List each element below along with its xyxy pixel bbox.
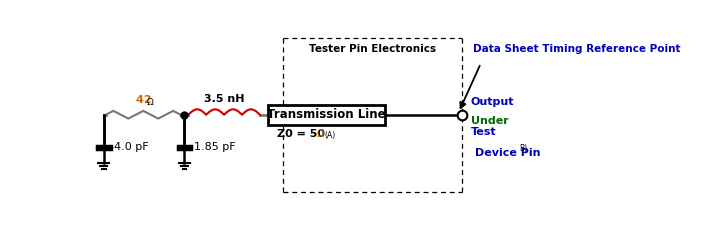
Text: Test: Test bbox=[471, 127, 497, 137]
Text: Ω: Ω bbox=[317, 129, 324, 139]
Text: 42: 42 bbox=[136, 95, 155, 106]
Text: Output: Output bbox=[471, 97, 514, 107]
Text: Data Sheet Timing Reference Point: Data Sheet Timing Reference Point bbox=[473, 44, 681, 54]
Text: Ω: Ω bbox=[147, 98, 154, 107]
Text: Under: Under bbox=[471, 116, 508, 126]
Bar bbox=[268, 105, 385, 125]
Text: (A): (A) bbox=[325, 131, 336, 140]
Text: Z0 = 50: Z0 = 50 bbox=[277, 129, 325, 139]
Text: 3.5 nH: 3.5 nH bbox=[204, 94, 244, 104]
Text: Device Pin: Device Pin bbox=[475, 148, 540, 158]
Text: 1.85 pF: 1.85 pF bbox=[194, 143, 236, 152]
Text: Tester Pin Electronics: Tester Pin Electronics bbox=[309, 44, 436, 54]
Text: Transmission Line: Transmission Line bbox=[267, 108, 386, 121]
Text: B): B) bbox=[519, 144, 528, 153]
Text: 4.0 pF: 4.0 pF bbox=[113, 143, 148, 152]
